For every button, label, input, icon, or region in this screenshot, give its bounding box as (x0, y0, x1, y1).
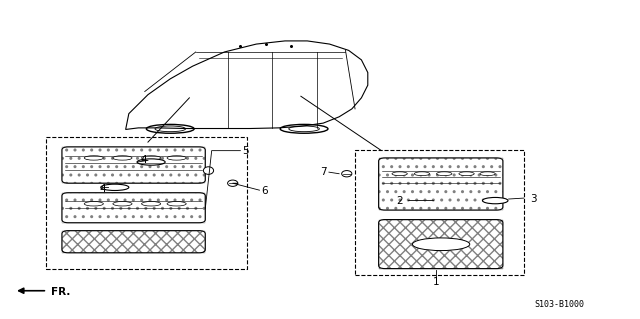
Ellipse shape (480, 172, 495, 176)
Text: 7: 7 (320, 167, 326, 177)
Text: FR.: FR. (51, 287, 70, 297)
Bar (62, 193, 205, 223)
Text: 5: 5 (243, 146, 249, 156)
Text: 4: 4 (140, 154, 147, 165)
Ellipse shape (137, 159, 165, 165)
Ellipse shape (392, 172, 407, 176)
Ellipse shape (84, 156, 103, 160)
Ellipse shape (414, 172, 429, 176)
Text: 2: 2 (396, 196, 403, 206)
Ellipse shape (459, 172, 474, 176)
Ellipse shape (113, 202, 132, 206)
Bar (46, 137, 246, 269)
Ellipse shape (228, 180, 238, 186)
Ellipse shape (113, 156, 132, 160)
Bar (62, 231, 205, 253)
Bar (355, 150, 524, 275)
Ellipse shape (342, 171, 352, 177)
Text: 6: 6 (261, 186, 268, 196)
Text: 4: 4 (100, 184, 106, 194)
Bar (379, 219, 503, 269)
Bar (62, 147, 205, 183)
Text: S103-B1000: S103-B1000 (534, 300, 584, 309)
Ellipse shape (483, 197, 508, 204)
Ellipse shape (204, 167, 214, 174)
Bar (379, 158, 503, 210)
Ellipse shape (167, 156, 186, 160)
Ellipse shape (412, 238, 470, 250)
Ellipse shape (167, 202, 186, 206)
Ellipse shape (436, 172, 452, 176)
Text: 3: 3 (531, 194, 537, 204)
Text: 1: 1 (433, 277, 439, 287)
Ellipse shape (100, 184, 129, 190)
Ellipse shape (141, 202, 161, 206)
Ellipse shape (141, 156, 161, 160)
Ellipse shape (84, 202, 103, 206)
